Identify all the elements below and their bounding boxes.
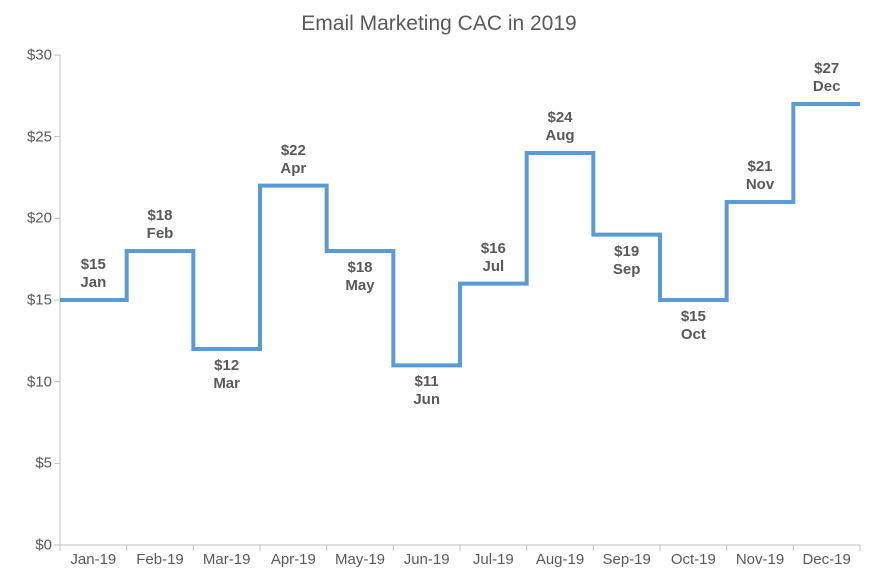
y-axis-tick-label: $15 [27,292,52,309]
x-axis-tick-label: Oct-19 [671,551,716,568]
step-line-svg [60,55,860,545]
data-label: $16Jul [481,240,506,276]
chart-container: Email Marketing CAC in 2019 $0$5$10$15$2… [0,0,878,584]
data-label: $22Apr [280,142,306,178]
data-label: $18May [345,259,374,295]
data-label: $19Sep [613,243,641,279]
y-axis-tick-label: $0 [35,537,52,554]
y-axis-tick-label: $30 [27,47,52,64]
x-axis-tick-label: Apr-19 [271,551,316,568]
x-axis-tick-label: Dec-19 [802,551,850,568]
x-axis-tick-label: Feb-19 [136,551,184,568]
data-label: $27Dec [813,60,841,96]
x-axis-tick-label: Mar-19 [203,551,251,568]
data-label: $11Jun [413,373,440,409]
x-axis-tick-label: Nov-19 [736,551,784,568]
y-axis-tick-label: $20 [27,210,52,227]
x-axis-tick-label: Jul-19 [473,551,514,568]
data-label: $12Mar [213,357,240,393]
x-axis-tick-label: May-19 [335,551,385,568]
x-axis-tick-label: Jan-19 [70,551,116,568]
y-axis-tick-label: $5 [35,455,52,472]
data-label: $21Nov [746,158,774,194]
plot-area: $0$5$10$15$20$25$30Jan-19Feb-19Mar-19Apr… [60,55,860,545]
x-axis-tick-label: Jun-19 [404,551,450,568]
data-label: $24Aug [545,109,574,145]
data-label: $18Feb [147,207,174,243]
y-axis-tick-label: $10 [27,373,52,390]
x-axis-tick-label: Aug-19 [536,551,584,568]
step-line-path [60,104,860,365]
x-axis-tick-label: Sep-19 [602,551,650,568]
y-axis-tick-label: $25 [27,128,52,145]
chart-title: Email Marketing CAC in 2019 [0,12,878,36]
data-label: $15Oct [681,308,706,344]
data-label: $15Jan [80,256,106,292]
